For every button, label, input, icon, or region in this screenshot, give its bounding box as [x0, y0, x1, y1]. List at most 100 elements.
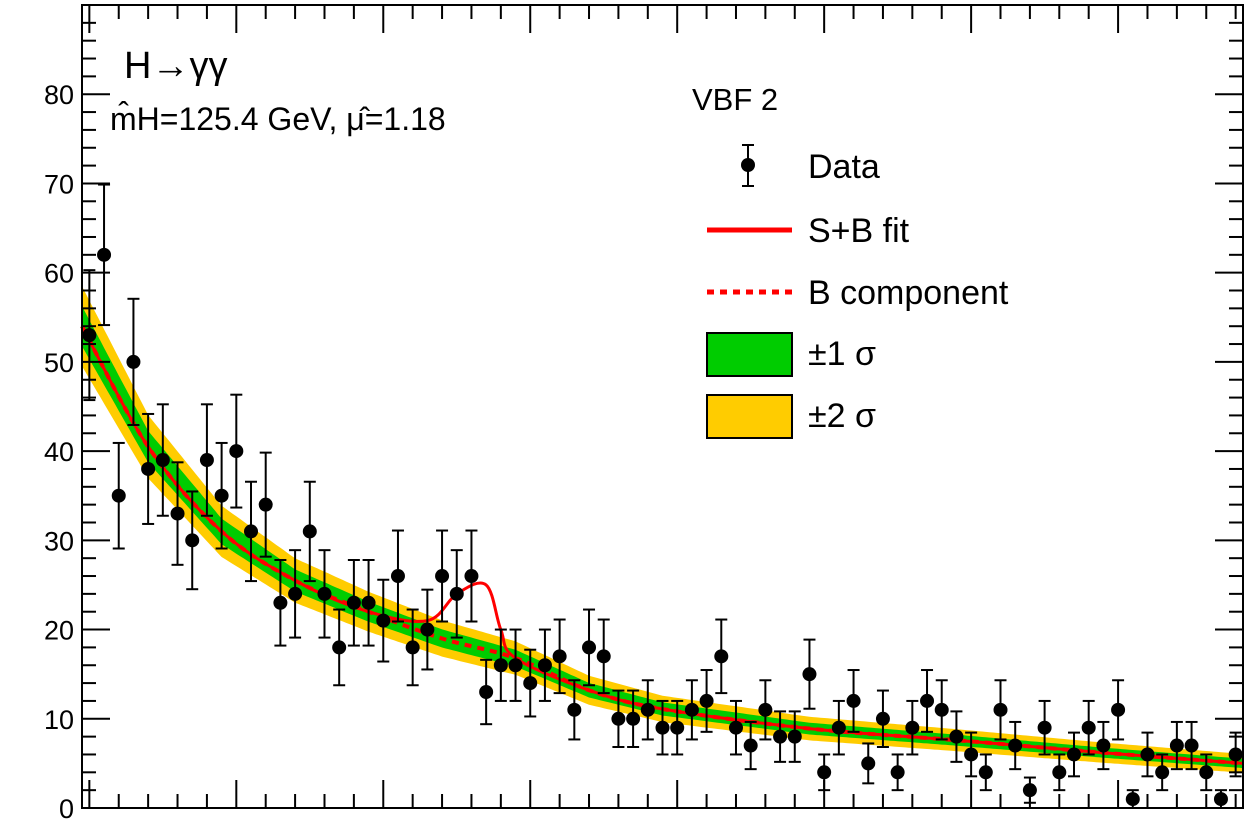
data-point [758, 679, 773, 741]
data-point [405, 608, 420, 687]
data-marker [170, 506, 185, 521]
data-point [699, 669, 714, 733]
data-marker [1169, 738, 1184, 753]
category-label: VBF 2 [692, 82, 778, 117]
data-point [508, 628, 523, 702]
data-marker [596, 649, 611, 664]
data-point [861, 742, 876, 785]
data-marker [684, 702, 699, 717]
data-point [229, 393, 244, 509]
data-point [949, 710, 964, 763]
y-tick-label: 60 [44, 259, 74, 289]
data-marker [155, 453, 170, 468]
data-marker [920, 693, 935, 708]
data-point [1066, 731, 1081, 778]
data-point [934, 679, 949, 741]
data-marker [905, 720, 920, 735]
legend-band1-label: ±1 σ [808, 335, 876, 373]
data-marker [523, 676, 538, 691]
data-point [1199, 753, 1214, 792]
data-marker [728, 720, 743, 735]
data-point [890, 753, 905, 792]
data-marker [361, 595, 376, 610]
data-point [214, 441, 229, 550]
data-point [302, 480, 317, 583]
data-marker [229, 444, 244, 459]
data-point [493, 628, 508, 702]
y-tick-label: 70 [44, 169, 74, 199]
data-marker [479, 685, 494, 700]
data-marker [949, 729, 964, 744]
data-marker [861, 756, 876, 771]
data-marker [567, 702, 582, 717]
data-marker [1037, 720, 1052, 735]
data-marker [993, 702, 1008, 717]
data-point [317, 549, 332, 639]
data-marker [1125, 792, 1140, 807]
data-point [244, 480, 259, 583]
y-tick-label: 80 [44, 80, 74, 110]
data-point [126, 297, 141, 426]
plot-frame [81, 4, 1244, 809]
y-tick-label: 50 [44, 348, 74, 378]
data-point [1184, 720, 1199, 771]
data-marker [934, 702, 949, 717]
data-point [523, 648, 538, 718]
data-point [346, 558, 361, 647]
data-point [185, 490, 200, 591]
data-marker [582, 640, 597, 655]
data-point [1052, 753, 1067, 792]
data-marker [817, 765, 832, 780]
data-marker [1155, 765, 1170, 780]
data-marker [126, 354, 141, 369]
data-point [390, 529, 405, 623]
data-marker [670, 720, 685, 735]
data-marker [611, 711, 626, 726]
data-point [743, 720, 758, 771]
data-point [1169, 720, 1184, 771]
data-point [361, 558, 376, 647]
data-marker [537, 658, 552, 673]
data-marker [1052, 765, 1067, 780]
data-marker [405, 640, 420, 655]
data-marker [1096, 738, 1111, 753]
data-marker [82, 328, 97, 343]
data-point [670, 699, 685, 756]
data-marker [464, 569, 479, 584]
data-marker [964, 747, 979, 762]
data-point [1125, 789, 1140, 808]
y-tick-label: 20 [44, 616, 74, 646]
data-point [1213, 789, 1228, 808]
y-tick-labels: 0 10 20 30 40 50 60 70 80 [44, 80, 74, 823]
data-marker [346, 595, 361, 610]
data-point [1081, 699, 1096, 756]
data-point [684, 679, 699, 741]
data-marker [875, 711, 890, 726]
y-tick-label: 0 [59, 794, 74, 823]
data-point [875, 689, 890, 748]
data-marker [890, 765, 905, 780]
data-point [552, 618, 567, 695]
data-point [1155, 753, 1170, 792]
data-point [655, 699, 670, 756]
data-point [626, 689, 641, 748]
data-point [288, 549, 303, 639]
data-point [567, 679, 582, 741]
data-marker [493, 658, 508, 673]
data-marker [449, 586, 464, 601]
data-marker [317, 586, 332, 601]
data-marker [1213, 792, 1228, 807]
data-marker [288, 586, 303, 601]
legend-band2-swatch [706, 394, 793, 439]
data-point [905, 699, 920, 756]
data-marker [626, 711, 641, 726]
data-marker [831, 720, 846, 735]
data-point [1037, 699, 1052, 756]
data-marker [185, 533, 200, 548]
data-point [464, 529, 479, 623]
data-points [82, 183, 1243, 808]
data-marker [332, 640, 347, 655]
legend: Data S+B fit B component ±1 σ ±2 σ [706, 144, 1009, 439]
data-marker [435, 569, 450, 584]
data-point [141, 412, 156, 525]
